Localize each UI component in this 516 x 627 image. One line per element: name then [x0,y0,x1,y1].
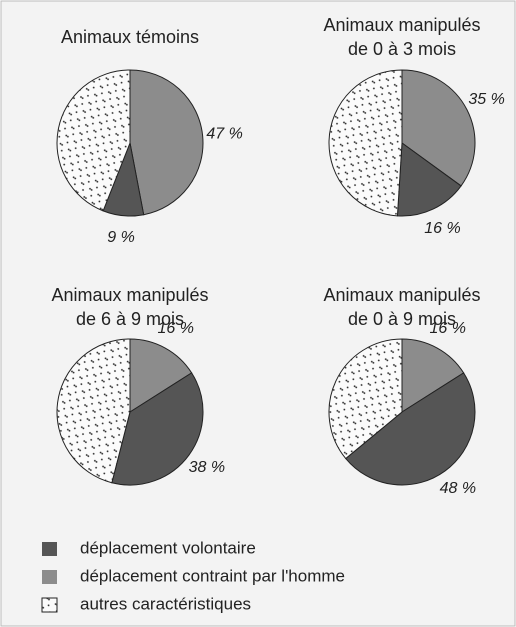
value-label: 38 % [189,459,225,476]
pie-slice [111,372,204,486]
pie-title: Animaux manipulés [323,285,480,305]
pie-slice [401,338,465,413]
pie-title: de 0 à 3 mois [348,39,456,59]
value-label: 16 % [424,220,460,237]
pie-title: de 6 à 9 mois [76,309,184,329]
value-label: 35 % [468,91,504,108]
pie-slice [401,69,476,187]
pie-slice [129,338,193,413]
value-label: 9 % [107,229,135,246]
legend-label: autres caractéristiques [80,594,251,613]
pie-title: Animaux manipulés [323,15,480,35]
legend-swatch [41,597,58,613]
pie-slice [328,69,403,217]
pie-slice [345,372,476,486]
legend-label: déplacement volontaire [80,538,256,557]
value-label: 16 % [158,320,194,337]
legend-label: déplacement contraint par l'homme [80,566,345,585]
value-label: 16 % [430,320,466,337]
value-label: 48 % [440,480,476,497]
pie-title: Animaux témoins [61,27,199,47]
pie-slice [396,142,462,217]
pie-slice [328,338,403,460]
pie-slice [56,69,131,212]
pie-title: de 0 à 9 mois [348,309,456,329]
legend-swatch [42,570,57,584]
pie-slice [129,69,204,216]
legend-swatch [42,542,57,556]
pie-title: Animaux manipulés [51,285,208,305]
pie-slice [56,338,131,484]
value-label: 47 % [206,125,242,142]
